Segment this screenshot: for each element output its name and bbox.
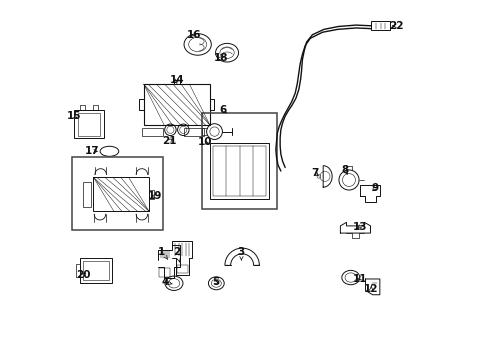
Text: 7: 7 — [311, 168, 318, 178]
Text: 8: 8 — [341, 165, 348, 175]
Bar — [72, 157, 163, 230]
Text: 14: 14 — [170, 75, 184, 85]
Text: 9: 9 — [371, 183, 378, 193]
Bar — [144, 84, 210, 125]
Bar — [371, 22, 390, 30]
Text: 16: 16 — [187, 30, 201, 40]
Bar — [74, 111, 104, 138]
Text: 3: 3 — [238, 247, 245, 260]
Bar — [83, 261, 109, 280]
Text: 13: 13 — [352, 222, 367, 231]
Bar — [202, 113, 277, 210]
Text: 20: 20 — [75, 270, 90, 280]
Text: 22: 22 — [389, 21, 404, 31]
Text: 4: 4 — [162, 277, 172, 287]
Bar — [177, 265, 188, 273]
Bar — [94, 177, 149, 211]
Text: 15: 15 — [66, 111, 81, 121]
Bar — [77, 113, 100, 135]
Bar — [159, 268, 170, 276]
Text: 17: 17 — [85, 146, 100, 156]
Text: 1: 1 — [158, 247, 168, 260]
Text: 12: 12 — [364, 284, 378, 294]
Bar — [142, 128, 164, 136]
Text: 6: 6 — [220, 105, 227, 115]
Bar — [184, 128, 204, 136]
Text: 18: 18 — [213, 53, 228, 63]
Text: 11: 11 — [352, 274, 367, 284]
Text: 10: 10 — [197, 138, 212, 147]
Text: 21: 21 — [162, 136, 176, 146]
Bar — [213, 147, 266, 195]
Text: 2: 2 — [173, 247, 180, 262]
Text: 5: 5 — [212, 277, 219, 287]
Bar — [83, 181, 91, 207]
Bar — [80, 258, 112, 283]
Bar — [210, 143, 269, 199]
Text: 19: 19 — [147, 191, 162, 201]
